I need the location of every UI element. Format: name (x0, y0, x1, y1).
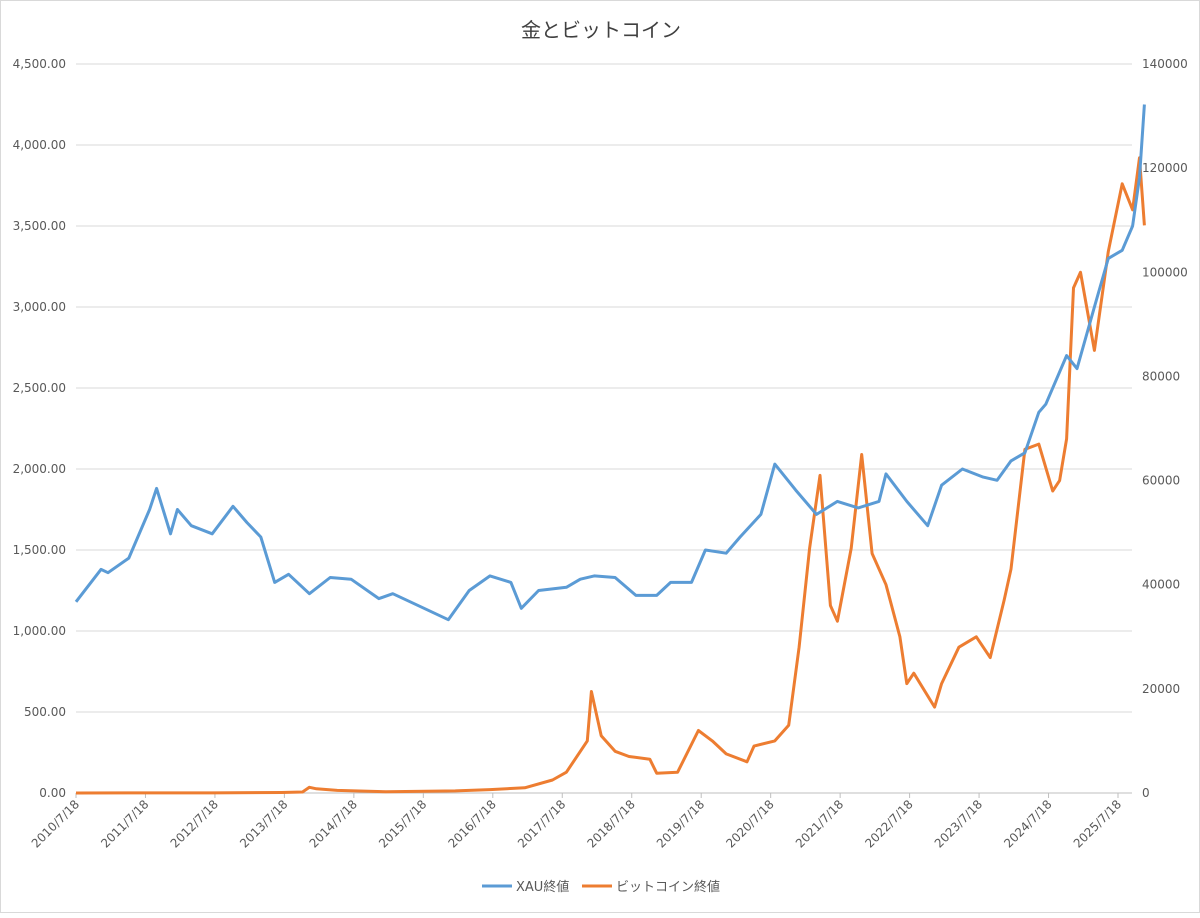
left-tick-label: 0.00 (39, 786, 66, 800)
x-tick-label: 2012/7/18 (168, 797, 221, 850)
left-tick-label: 500.00 (24, 705, 66, 719)
chart-title: 金とビットコイン (521, 18, 681, 42)
x-tick-label: 2011/7/18 (98, 797, 151, 850)
legend-label-btc: ビットコイン終値 (616, 879, 720, 895)
right-tick-label: 120000 (1142, 161, 1188, 175)
legend-label-xau: XAU終値 (516, 879, 569, 895)
x-tick-label: 2023/7/18 (932, 797, 985, 850)
series-line-xau (74, 104, 1146, 622)
x-tick-label: 2021/7/18 (793, 797, 846, 850)
x-tick-label: 2013/7/18 (237, 797, 290, 850)
x-tick-label: 2015/7/18 (376, 797, 429, 850)
legend: XAU終値 ビットコイン終値 (482, 879, 720, 895)
x-tick-label: 2010/7/18 (29, 797, 82, 850)
left-tick-label: 4,500.00 (13, 57, 66, 71)
series-line-bitcoin (75, 156, 1146, 795)
x-tick-label: 2017/7/18 (515, 797, 568, 850)
x-tick-label: 2020/7/18 (723, 797, 776, 850)
right-tick-label: 60000 (1142, 474, 1180, 488)
right-tick-label: 100000 (1142, 265, 1188, 279)
left-tick-label: 2,000.00 (13, 462, 66, 476)
right-tick-label: 40000 (1142, 578, 1180, 592)
left-tick-label: 1,500.00 (13, 543, 66, 557)
left-tick-label: 1,000.00 (13, 624, 66, 638)
right-tick-label: 0 (1142, 786, 1150, 800)
x-tick-label: 2024/7/18 (1001, 797, 1054, 850)
right-tick-label: 20000 (1142, 682, 1180, 696)
left-tick-label: 3,000.00 (13, 300, 66, 314)
left-tick-label: 4,000.00 (13, 138, 66, 152)
x-tick-label: 2022/7/18 (862, 797, 915, 850)
x-tick-label: 2016/7/18 (446, 797, 499, 850)
x-tick-label: 2014/7/18 (307, 797, 360, 850)
right-tick-label: 140000 (1142, 57, 1188, 71)
x-tick-label: 2025/7/18 (1071, 797, 1124, 850)
left-tick-label: 3,500.00 (13, 219, 66, 233)
x-tick-label: 2019/7/18 (654, 797, 707, 850)
left-tick-label: 2,500.00 (13, 381, 66, 395)
x-tick-label: 2018/7/18 (584, 797, 637, 850)
right-tick-label: 80000 (1142, 369, 1180, 383)
